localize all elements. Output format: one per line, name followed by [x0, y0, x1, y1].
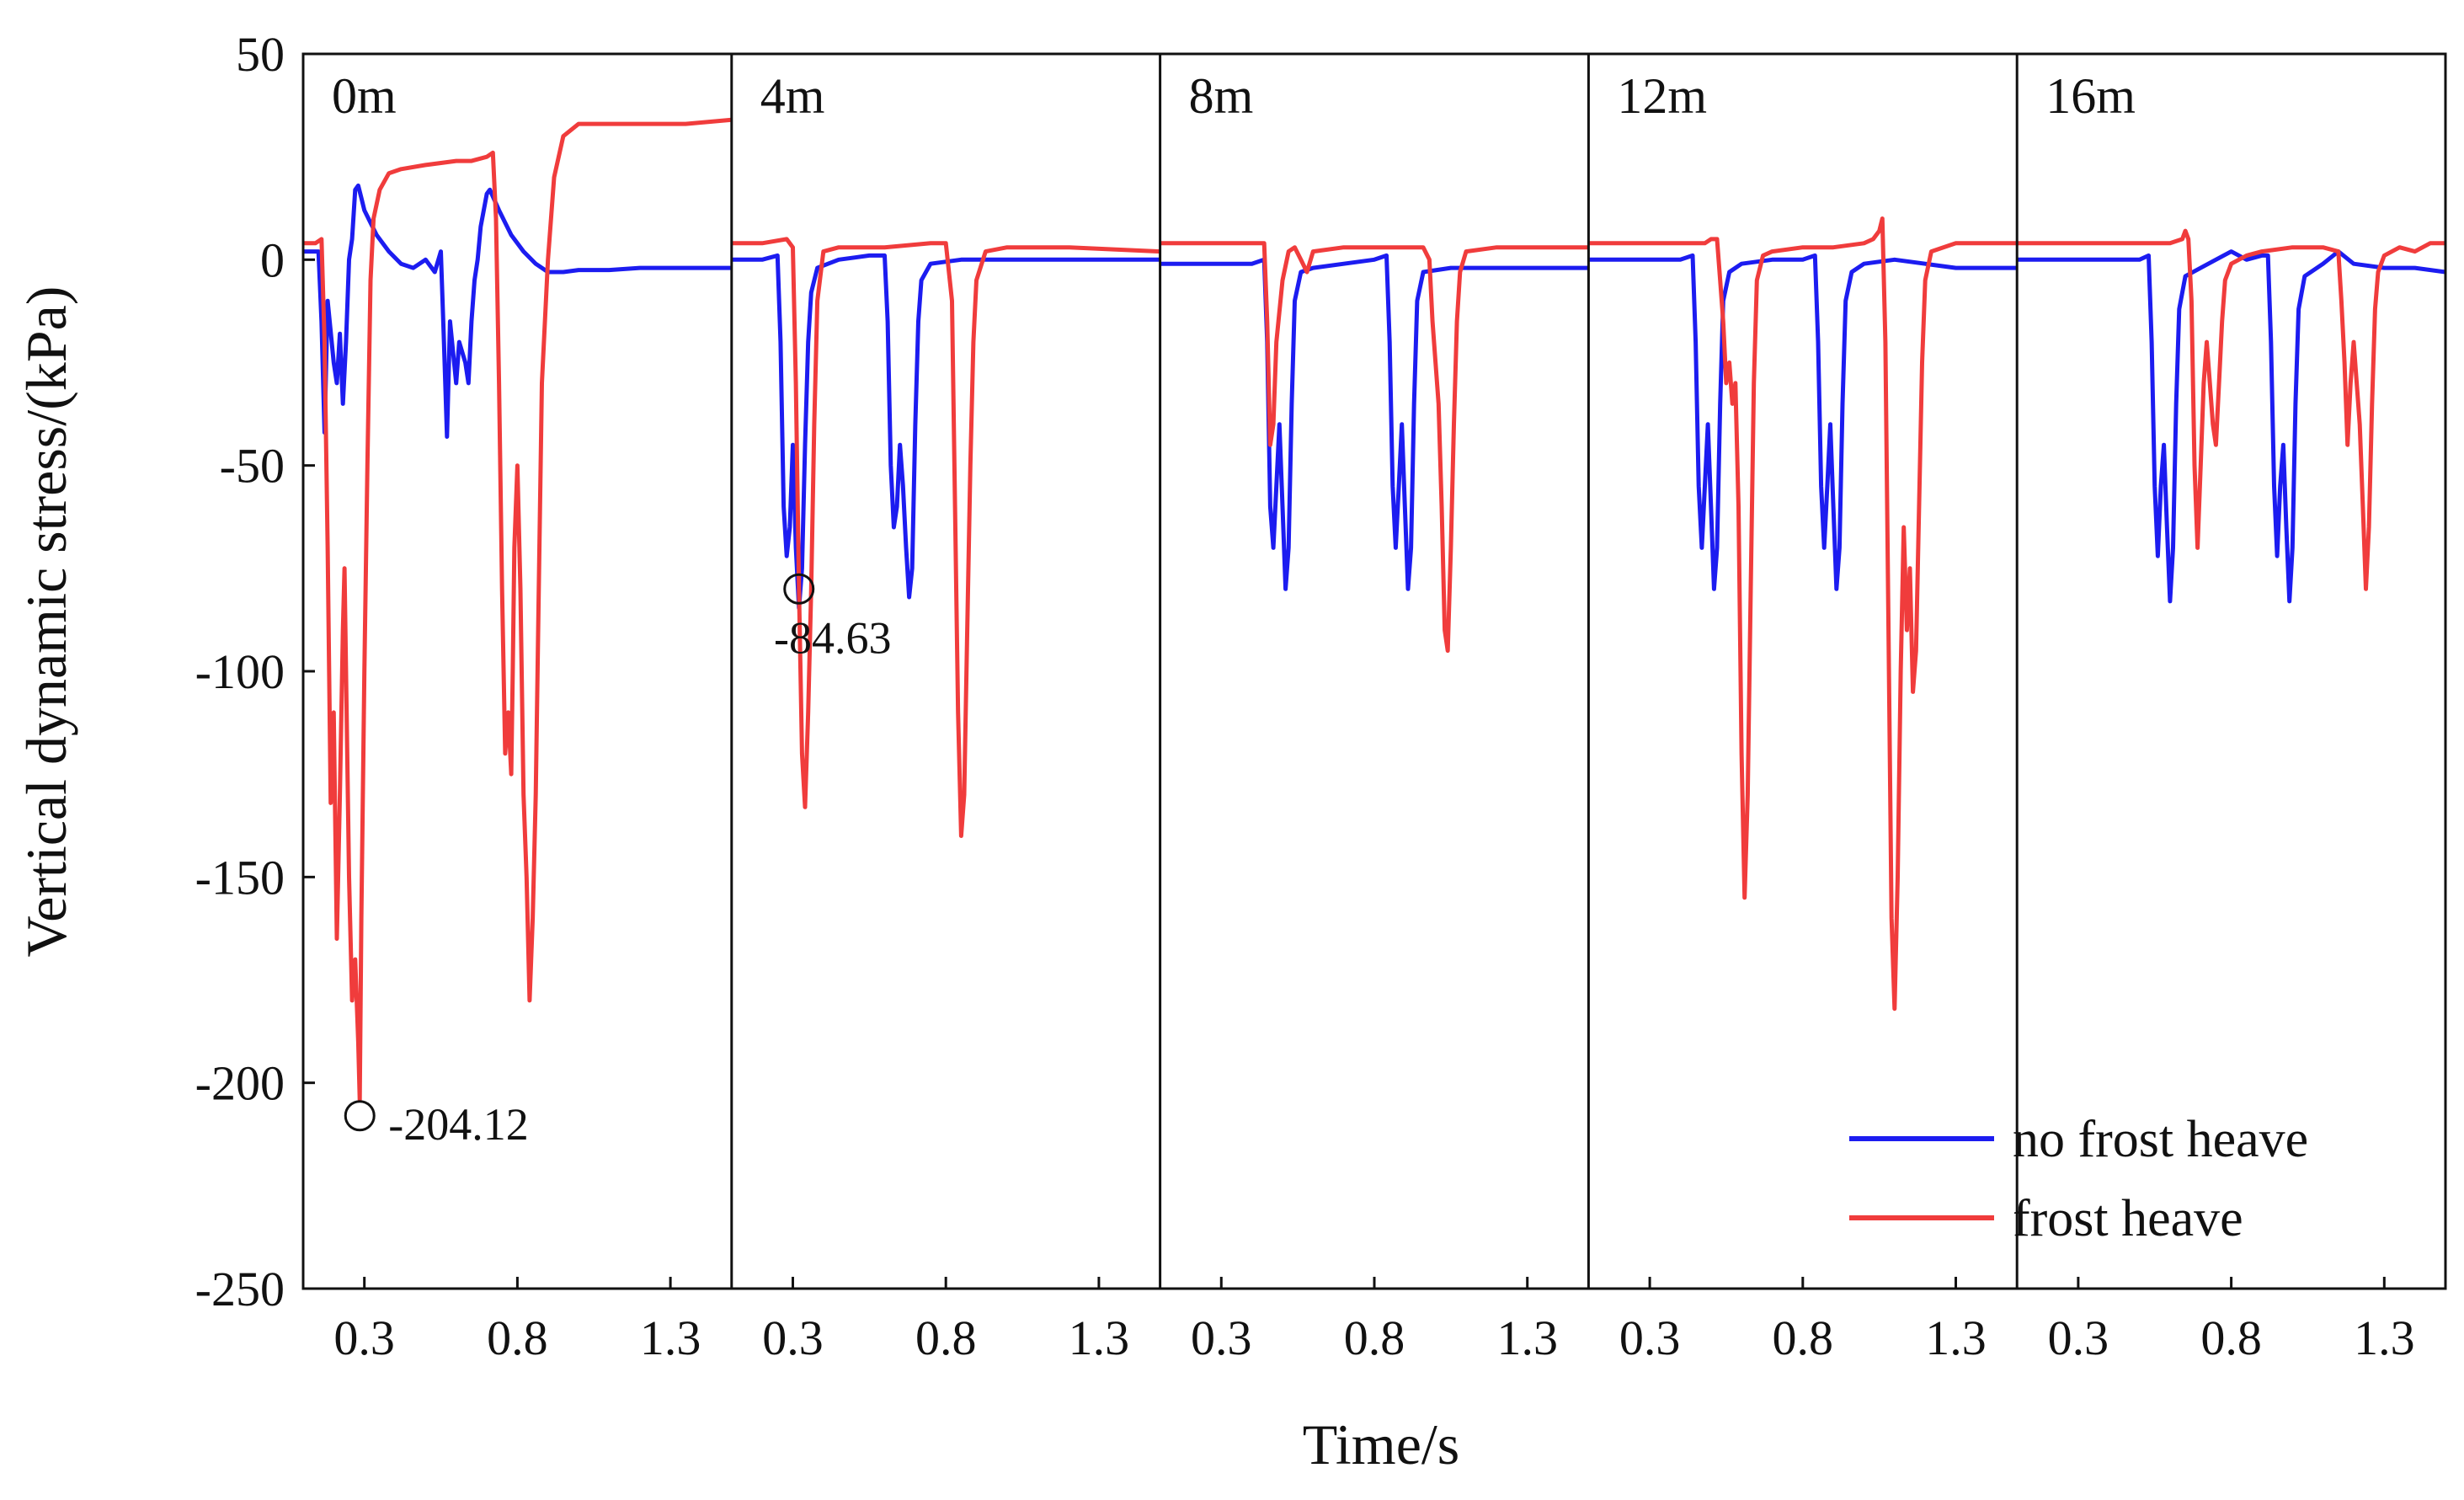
x-tick-label: 1.3 [640, 1310, 701, 1365]
y-tick-label: -50 [220, 439, 285, 494]
legend: no frost heave frost heave [1849, 1111, 2308, 1247]
series-line-no-frost-heave-4m [731, 253, 1160, 611]
x-tick-label: 1.3 [1925, 1310, 1987, 1365]
annotation-marker [344, 1100, 376, 1132]
x-tick-label: 0.8 [915, 1310, 977, 1365]
y-tick-label: 50 [236, 27, 285, 82]
x-tick-label: 0.3 [1191, 1310, 1252, 1365]
annotation-label: -204.12 [388, 1099, 528, 1150]
x-tick-label: 0.3 [762, 1310, 824, 1365]
y-tick-label: 0 [260, 232, 285, 287]
x-tick-label: 0.8 [1344, 1310, 1405, 1365]
x-tick-label: 0.3 [333, 1310, 395, 1365]
series-line-no-frost-heave-16m [2017, 249, 2445, 604]
y-axis-title: Vertical dynamic stress/(kPa) [14, 286, 78, 958]
y-tick-label: -150 [195, 850, 285, 905]
plot-frame [301, 52, 2447, 1290]
plot-border [301, 52, 2447, 1290]
series-line-no-frost-heave-8m [1160, 253, 1589, 591]
legend-label-no-frost-heave: no frost heave [2013, 1111, 2308, 1168]
x-tick-label: 0.8 [2200, 1310, 2262, 1365]
annotations: -204.12 -84.63 [344, 573, 891, 1150]
panel-label-12m: 12m [1617, 68, 1707, 124]
panel-label-16m: 16m [2045, 68, 2136, 124]
series-line-frost-heave-16m [2017, 228, 2445, 591]
series-line-frost-heave-0m [303, 117, 732, 1102]
axes: 50 0 -50 -100 -150 -200 -250 0.3 0.8 1.3 0.3 0.8 1.3… [195, 27, 2415, 1365]
y-tick-label: -250 [195, 1262, 285, 1316]
panel-labels: 0m 4m 8m 12m 16m [332, 68, 2136, 124]
annotation-marker [783, 573, 815, 605]
series-line-no-frost-heave-12m [1588, 253, 2018, 591]
x-tick-label: 0.3 [1619, 1310, 1681, 1365]
x-tick-label: 1.3 [2354, 1310, 2415, 1365]
x-tick-label: 0.8 [1773, 1310, 1834, 1365]
series-line-no-frost-heave-0m [303, 183, 732, 439]
y-tick-label: -200 [195, 1056, 285, 1111]
x-axis-title: Time/s [1303, 1412, 1459, 1476]
x-tick-label: 1.3 [1069, 1310, 1130, 1365]
series-line-frost-heave-4m [731, 237, 1160, 838]
panel-label-0m: 0m [332, 68, 397, 124]
x-tick-label: 0.8 [487, 1310, 548, 1365]
legend-label-frost-heave: frost heave [2013, 1190, 2243, 1247]
annotation-label: -84.63 [774, 612, 891, 663]
x-tick-label: 0.3 [2048, 1310, 2109, 1365]
plot-lines [303, 117, 2445, 1102]
series-line-frost-heave-12m [1588, 216, 2018, 1012]
x-tick-label: 1.3 [1496, 1310, 1558, 1365]
panel-label-8m: 8m [1189, 68, 1254, 124]
y-tick-label: -100 [195, 644, 285, 699]
series-line-frost-heave-8m [1160, 241, 1589, 654]
panel-label-4m: 4m [760, 68, 825, 124]
